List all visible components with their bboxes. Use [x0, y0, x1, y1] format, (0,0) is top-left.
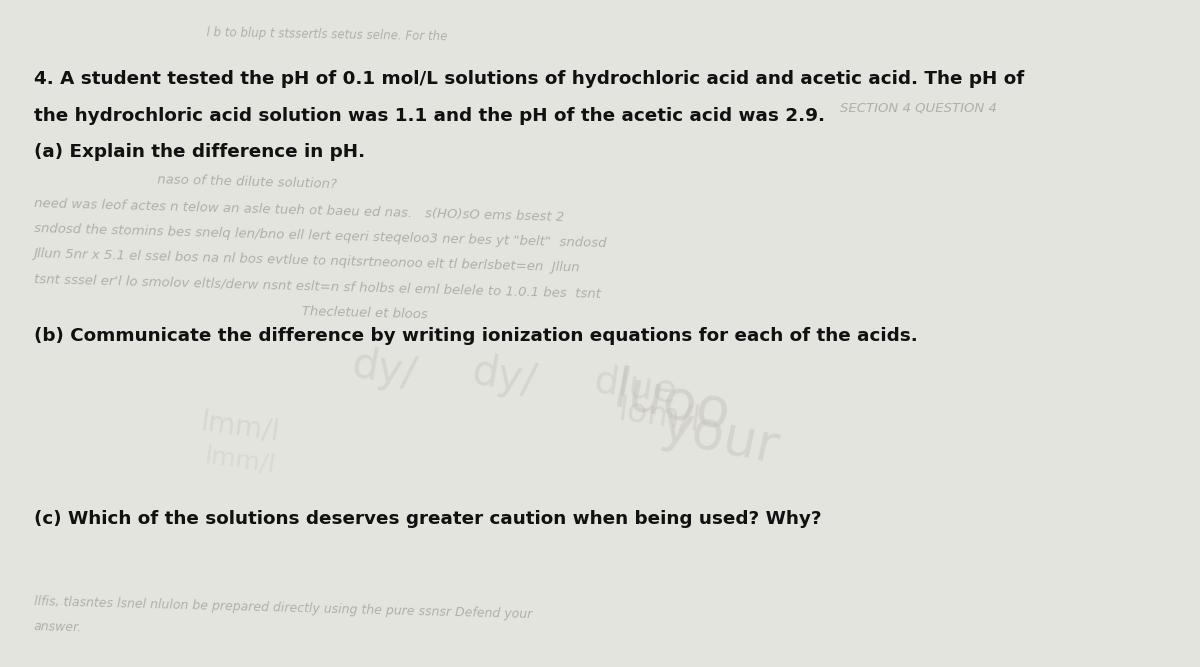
- Text: (b) Communicate the difference by writing ionization equations for each of the a: (b) Communicate the difference by writin…: [34, 327, 917, 345]
- Text: (c) Which of the solutions deserves greater caution when being used? Why?: (c) Which of the solutions deserves grea…: [34, 510, 821, 528]
- Text: answer.: answer.: [34, 620, 82, 634]
- Text: dlue: dlue: [592, 362, 680, 412]
- Text: 4. A student tested the pH of 0.1 mol/L solutions of hydrochloric acid and aceti: 4. A student tested the pH of 0.1 mol/L …: [34, 70, 1024, 88]
- Text: your: your: [656, 399, 784, 475]
- Text: llfis, tlasntes lsnel nlulon be prepared directly using the pure ssnsr Defend yo: llfis, tlasntes lsnel nlulon be prepared…: [34, 595, 532, 621]
- Text: (a) Explain the difference in pH.: (a) Explain the difference in pH.: [34, 143, 365, 161]
- Text: naso of the dilute solution?: naso of the dilute solution?: [34, 170, 337, 191]
- Text: lmm/l: lmm/l: [199, 408, 281, 446]
- Text: SECTION 4 QUESTION 4: SECTION 4 QUESTION 4: [840, 101, 997, 114]
- Text: lmm/l: lmm/l: [203, 444, 277, 477]
- Text: luoo: luoo: [608, 365, 736, 442]
- Text: sndosd the stomins bes snelq len/bno ell lert eqeri steqeloo3 ner bes yt "belt" : sndosd the stomins bes snelq len/bno ell…: [34, 222, 606, 250]
- Text: lom/l: lom/l: [617, 395, 703, 439]
- Text: dy/: dy/: [468, 351, 540, 403]
- Text: tsnt sssel er'l lo smolov eltls/derw nsnt eslt=n sf holbs el eml belele to 1.0.1: tsnt sssel er'l lo smolov eltls/derw nsn…: [34, 273, 601, 301]
- Text: Thecletuel et bloos: Thecletuel et bloos: [34, 298, 427, 321]
- Text: need was leof actes n telow an asle tueh ot baeu ed nas.   s(HO)sO ems bsest 2: need was leof actes n telow an asle tueh…: [34, 197, 564, 223]
- Text: dy/: dy/: [348, 344, 420, 396]
- Text: the hydrochloric acid solution was 1.1 and the pH of the acetic acid was 2.9.: the hydrochloric acid solution was 1.1 a…: [34, 107, 824, 125]
- Text: l b to blup t stssertls setus selne. For the: l b to blup t stssertls setus selne. For…: [34, 23, 448, 43]
- Text: Jllun 5nr x 5.1 el ssel bos na nl bos evtlue to nqitsrtneonoo elt tl berlsbet=en: Jllun 5nr x 5.1 el ssel bos na nl bos ev…: [34, 247, 581, 275]
